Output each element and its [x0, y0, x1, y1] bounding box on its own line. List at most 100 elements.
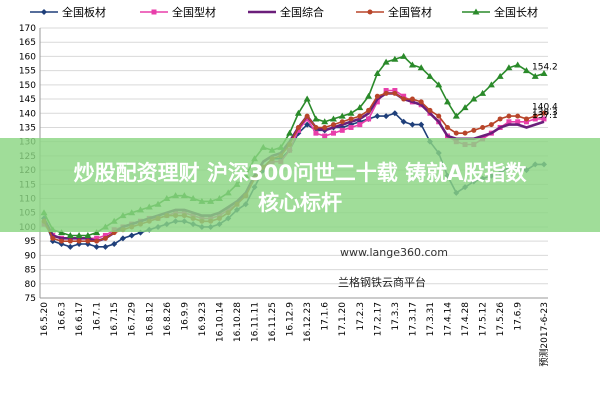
series-point — [488, 122, 494, 128]
series-point — [102, 232, 108, 238]
series-point — [487, 81, 495, 88]
legend-label: 全国管材 — [388, 5, 432, 19]
x-tick-label: 17.1.6 — [321, 302, 331, 331]
legend-label: 全国板材 — [62, 5, 106, 19]
series-point — [453, 130, 459, 136]
series-point — [41, 9, 47, 15]
legend-label: 全国综合 — [280, 5, 324, 19]
y-tick-label: 95 — [25, 237, 36, 247]
series-point — [295, 127, 301, 133]
series-point — [426, 72, 434, 79]
series-point — [418, 121, 425, 128]
x-tick-label: 17.3.17 — [408, 302, 418, 336]
series-point — [347, 109, 355, 116]
series-point — [383, 90, 389, 96]
series-point — [541, 116, 547, 122]
x-tick-label: 16.11.11 — [251, 302, 261, 342]
series-point — [85, 238, 91, 244]
x-tick-label: 16.6.17 — [75, 302, 85, 336]
series-point — [321, 118, 329, 125]
series-point — [374, 99, 380, 105]
x-axis-ticks: 16.5.20 16.6.3 16.6.17 16.7.1 16.7.15 16.7.29… — [40, 302, 550, 367]
legend-label: 全国长材 — [494, 5, 538, 19]
series-point — [480, 124, 486, 130]
series-point — [479, 89, 487, 96]
legend-item: 全国板材 — [30, 5, 106, 19]
series-point — [304, 121, 311, 128]
series-point — [348, 116, 354, 122]
end-value-label: 154.2 — [532, 62, 558, 72]
series-point — [356, 104, 364, 111]
x-tick-label: 16.7.29 — [128, 302, 138, 337]
x-tick-label: 17.2.17 — [373, 302, 383, 336]
y-tick-label: 135 — [19, 123, 36, 133]
series-point — [94, 238, 100, 244]
series-point — [515, 113, 521, 119]
series-point — [462, 130, 468, 136]
series-point — [531, 72, 539, 79]
x-tick-label: 17.3.31 — [426, 302, 436, 336]
series-point — [540, 69, 548, 76]
series-point — [59, 238, 65, 244]
x-tick-label: 17.4.14 — [444, 302, 454, 337]
series-point — [444, 98, 452, 105]
series-point — [392, 88, 398, 94]
y-tick-label: 90 — [25, 251, 37, 261]
series-point — [409, 96, 415, 102]
series-point — [514, 61, 522, 68]
watermark-text: www.lange360.com — [340, 246, 448, 259]
series-point — [119, 235, 126, 242]
series-point — [357, 122, 363, 128]
series-point — [427, 107, 433, 113]
y-tick-label: 155 — [19, 67, 36, 77]
y-tick-label: 140 — [19, 109, 36, 119]
y-tick-label: 80 — [25, 280, 37, 290]
series-point — [505, 64, 513, 71]
series-point — [339, 119, 345, 125]
series-point — [304, 116, 310, 122]
banner-line-2: 核心标杆 — [258, 191, 342, 215]
series-point — [50, 235, 56, 241]
platform-label: 兰格钢铁云商平台 — [338, 275, 426, 289]
series-point — [436, 113, 442, 119]
series-point — [470, 95, 478, 102]
series-point — [383, 113, 390, 120]
x-tick-label: 16.10.14 — [215, 302, 225, 342]
x-tick-label: 17.3.3 — [391, 302, 401, 331]
series-point — [392, 90, 398, 96]
series-point — [532, 113, 538, 119]
x-tick-label: 17.2.3 — [356, 302, 366, 331]
series-point — [128, 232, 135, 239]
legend-item: 全国型材 — [140, 5, 216, 19]
series-point — [111, 241, 118, 247]
series-point — [286, 129, 294, 136]
series-point — [330, 130, 336, 136]
end-value-label: 138.3 — [532, 108, 558, 118]
series-point — [541, 110, 547, 116]
series-point — [367, 9, 373, 15]
series-point — [322, 124, 328, 130]
overlay-banner-text: 炒股配资理财 沪深300问世二十载 铸就A股指数 核心标杆 — [0, 158, 600, 218]
series-point — [102, 243, 109, 250]
y-tick-label: 145 — [19, 95, 36, 105]
series-point — [329, 115, 337, 122]
series-point — [93, 229, 101, 236]
x-tick-label: 16.7.1 — [93, 302, 103, 331]
series-point — [312, 115, 320, 122]
chart-legend: 全国板材 全国型材 全国综合 全国管材 全国长材 — [30, 5, 538, 19]
y-tick-label: 150 — [19, 81, 36, 91]
series-point — [383, 88, 389, 94]
x-tick-label: 17.1.20 — [338, 302, 348, 337]
series-point — [313, 124, 319, 130]
series-point — [338, 112, 346, 119]
series-point — [348, 124, 354, 130]
series-point — [330, 122, 336, 128]
series-point — [506, 113, 512, 119]
legend-item: 全国长材 — [462, 5, 538, 19]
series-point — [445, 124, 451, 130]
x-tick-label: 16.7.15 — [110, 302, 120, 336]
series-point — [408, 61, 416, 68]
series-point — [461, 104, 469, 111]
x-tick-label: 17.6.9 — [514, 302, 524, 331]
